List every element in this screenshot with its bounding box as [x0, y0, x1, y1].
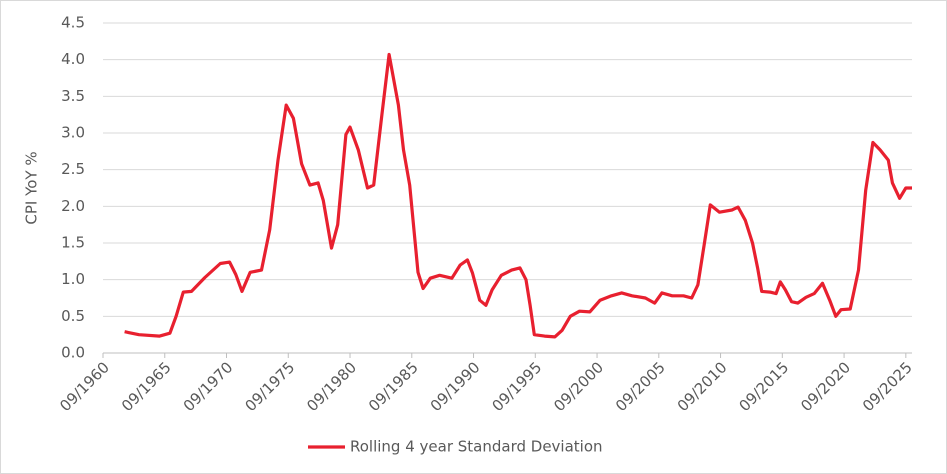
y-axis-label: CPI YoY %: [23, 151, 41, 224]
y-tick-label: 0.0: [61, 344, 85, 362]
y-tick-label: 1.0: [61, 270, 85, 288]
y-tick-label: 2.0: [61, 197, 85, 215]
y-tick-label: 3.0: [61, 124, 85, 142]
y-tick-label: 4.0: [61, 50, 85, 68]
legend-label: Rolling 4 year Standard Deviation: [350, 438, 603, 456]
y-tick-label: 0.5: [61, 307, 85, 325]
y-tick-label: 3.5: [61, 87, 85, 105]
data-line: [124, 52, 912, 339]
y-tick-label: 4.5: [61, 14, 85, 32]
y-tick-label: 1.5: [61, 234, 85, 252]
y-tick-label: 2.5: [61, 160, 85, 178]
